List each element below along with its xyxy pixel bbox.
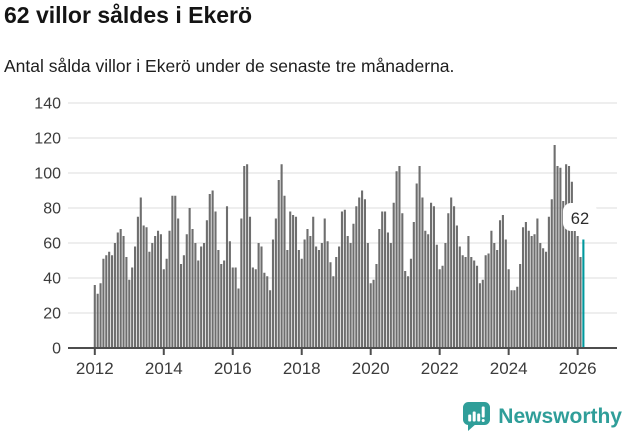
svg-text:40: 40 [43, 271, 61, 288]
svg-text:2014: 2014 [145, 359, 183, 378]
svg-text:140: 140 [34, 96, 61, 113]
newsworthy-icon [463, 402, 491, 431]
chart-title: 62 villor såldes i Ekerö [4, 2, 253, 28]
mini-bars-glyph [468, 406, 485, 422]
svg-text:20: 20 [43, 306, 61, 323]
svg-text:2018: 2018 [283, 359, 321, 378]
svg-text:62: 62 [571, 210, 589, 228]
svg-text:2022: 2022 [421, 359, 459, 378]
svg-text:2012: 2012 [76, 359, 114, 378]
svg-text:100: 100 [34, 166, 61, 183]
svg-text:80: 80 [43, 201, 61, 218]
svg-text:2026: 2026 [559, 359, 597, 378]
svg-text:2016: 2016 [214, 359, 252, 378]
newsworthy-wordmark: Newsworthy [498, 404, 622, 428]
svg-text:60: 60 [43, 236, 61, 253]
newsworthy-logo: Newsworthy [462, 401, 622, 432]
chart-subtitle: Antal sålda villor i Ekerö under de sena… [4, 56, 455, 76]
svg-text:120: 120 [34, 131, 61, 148]
svg-text:0: 0 [52, 341, 61, 358]
speech-bubble-shape [463, 402, 491, 431]
svg-text:2020: 2020 [352, 359, 390, 378]
svg-text:2024: 2024 [490, 359, 528, 378]
